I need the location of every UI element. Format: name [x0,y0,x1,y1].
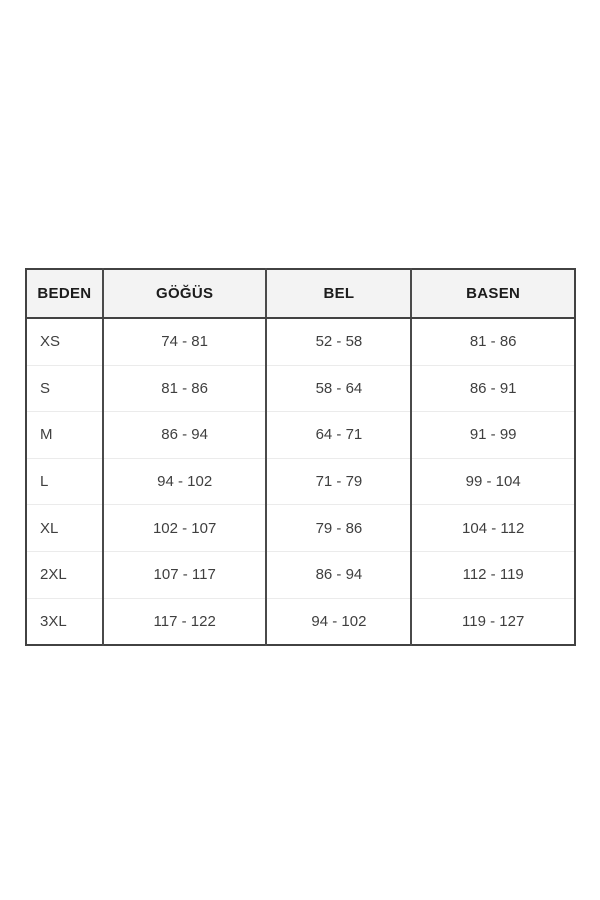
measurement-cell: 104 - 112 [410,504,575,552]
table-row: 3XL 117 - 122 94 - 102 119 - 127 [26,597,575,646]
column-header-bel: BEL [265,269,412,319]
measurement-cell: 58 - 64 [265,364,412,412]
measurement-cell: 79 - 86 [265,504,412,552]
measurement-cell: 81 - 86 [410,318,575,366]
size-label-cell: 2XL [26,550,103,599]
measurement-cell: 91 - 99 [410,411,575,459]
measurement-cell: 86 - 91 [410,364,575,412]
measurement-cell: 119 - 127 [410,597,575,646]
measurement-cell: 117 - 122 [101,597,267,646]
column-header-beden: BEDEN [26,269,103,319]
table-row: M 86 - 94 64 - 71 91 - 99 [26,411,575,459]
measurement-cell: 99 - 104 [410,457,575,505]
measurement-cell: 64 - 71 [265,411,412,459]
column-header-basen: BASEN [410,269,575,319]
measurement-cell: 52 - 58 [265,318,412,366]
measurement-cell: 86 - 94 [101,411,267,459]
size-label-cell: M [26,411,103,459]
table-row: S 81 - 86 58 - 64 86 - 91 [26,364,575,412]
size-label-cell: S [26,364,103,412]
measurement-cell: 94 - 102 [265,597,412,646]
measurement-cell: 94 - 102 [101,457,267,505]
size-label-cell: XL [26,504,103,552]
measurement-cell: 74 - 81 [101,318,267,366]
size-table-body: XS 74 - 81 52 - 58 81 - 86 S 81 - 86 58 - 64 86… [26,318,575,646]
size-chart-table: BEDEN GÖĞÜS BEL BASEN XS 74 - 81 52 - 58 81… [25,268,576,647]
size-chart-header: BEDEN GÖĞÜS BEL BASEN [26,269,575,319]
measurement-cell: 102 - 107 [101,504,267,552]
header-row: BEDEN GÖĞÜS BEL BASEN [26,269,575,319]
measurement-cell: 81 - 86 [101,364,267,412]
measurement-cell: 112 - 119 [410,550,575,599]
table-row: L 94 - 102 71 - 79 99 - 104 [26,457,575,505]
size-label-cell: 3XL [26,597,103,646]
table-row: XL 102 - 107 79 - 86 104 - 112 [26,504,575,552]
table-row: 2XL 107 - 117 86 - 94 112 - 119 [26,550,575,599]
size-label-cell: XS [26,318,103,366]
measurement-cell: 86 - 94 [265,550,412,599]
measurement-cell: 71 - 79 [265,457,412,505]
column-header-gogus: GÖĞÜS [101,269,267,319]
table-row: XS 74 - 81 52 - 58 81 - 86 [26,318,575,366]
size-label-cell: L [26,457,103,505]
measurement-cell: 107 - 117 [101,550,267,599]
